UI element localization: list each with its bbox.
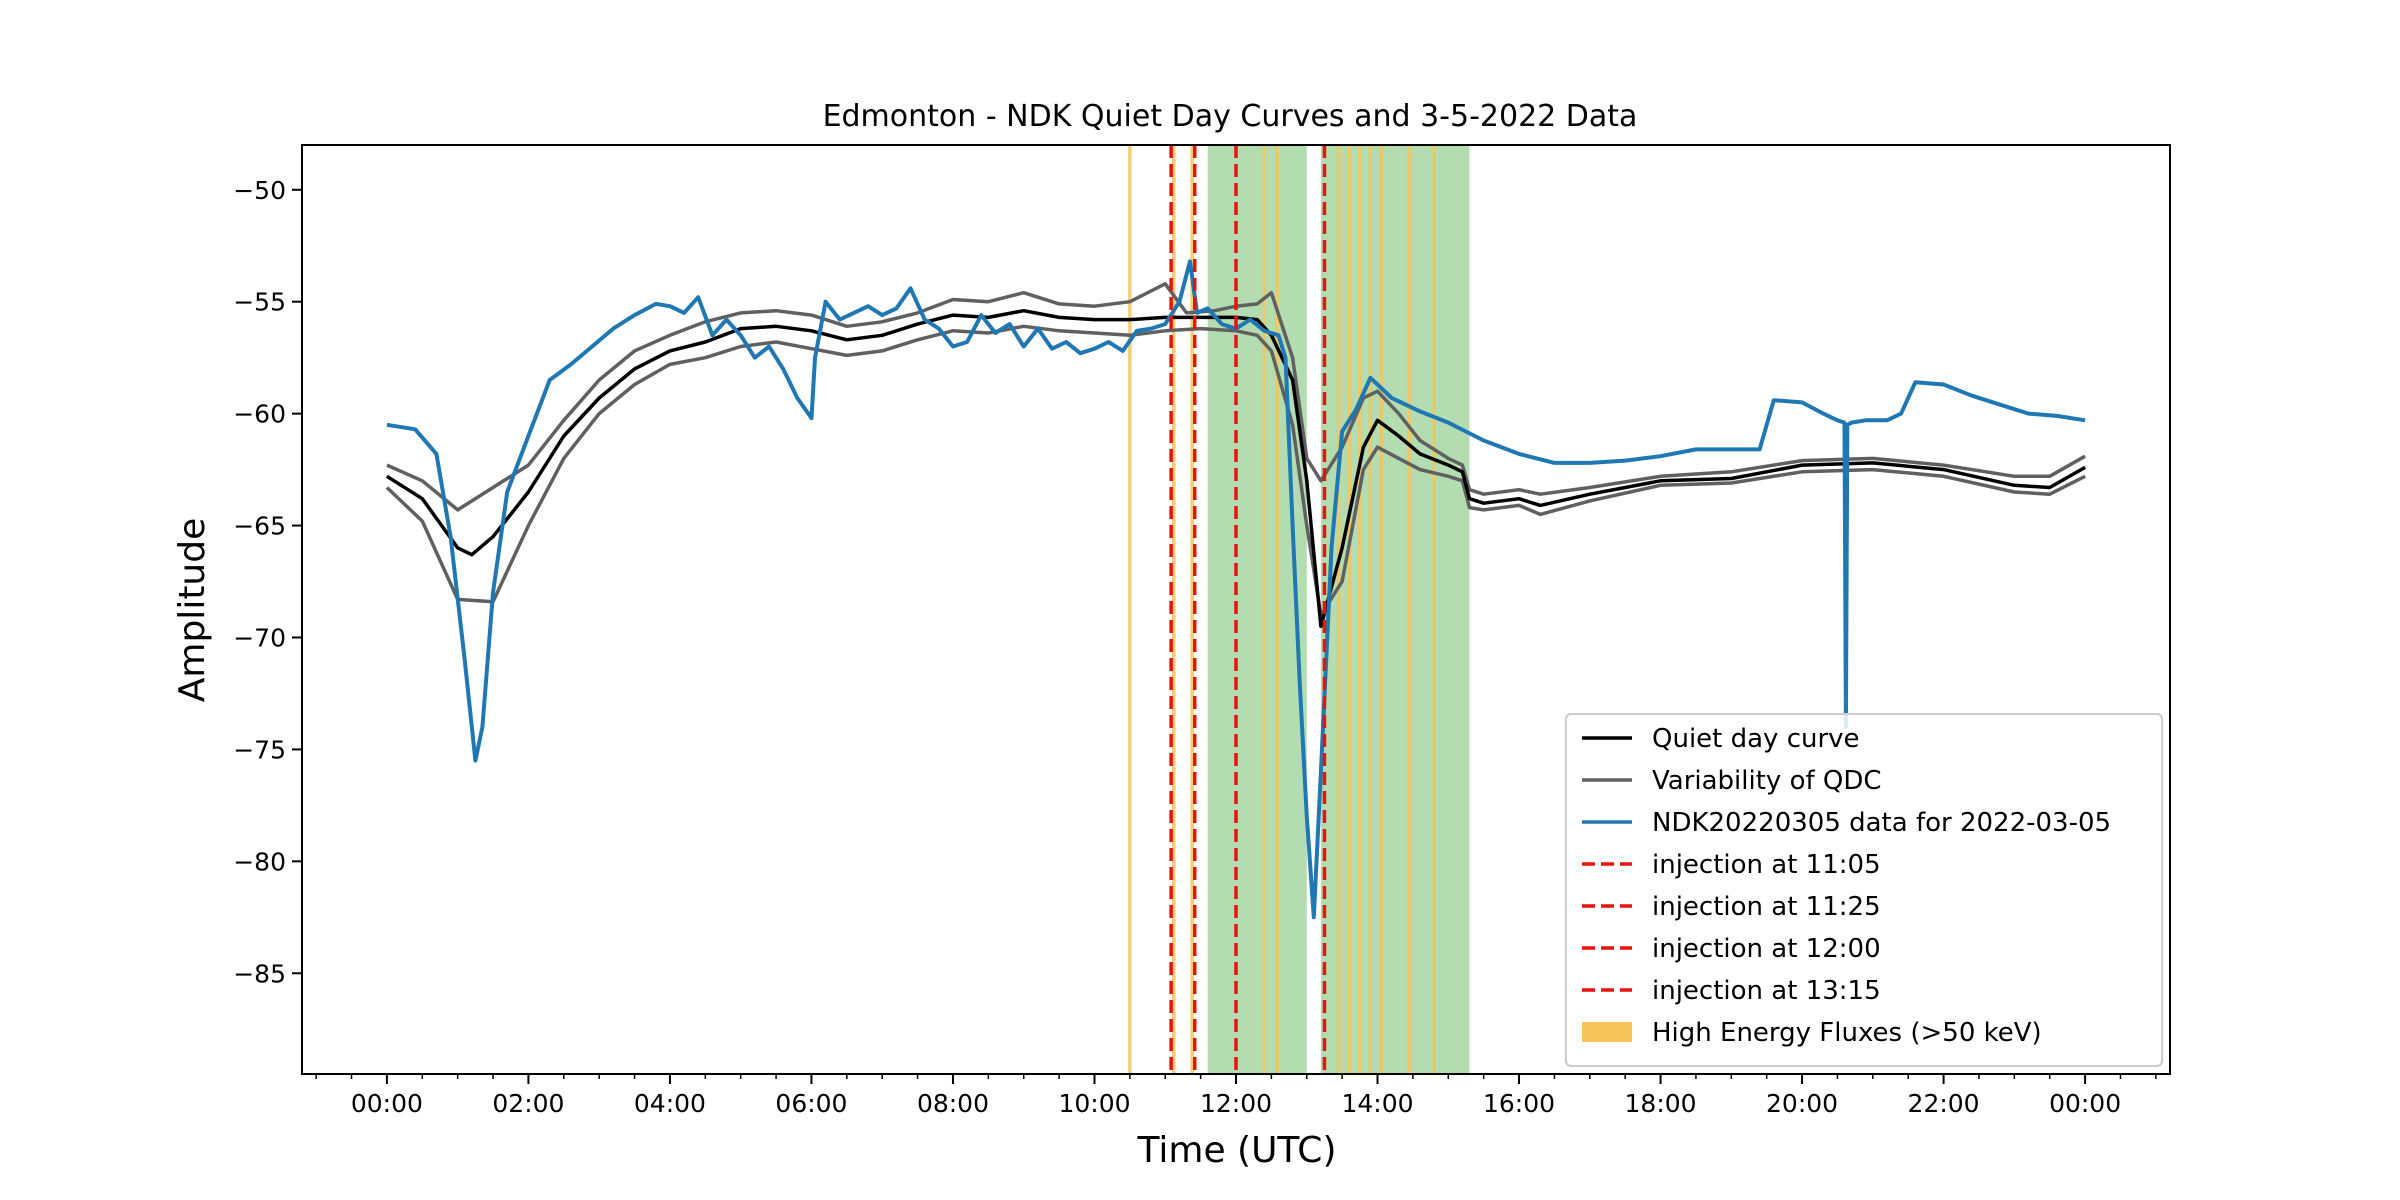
measured-data-line — [386, 259, 2086, 920]
x-tick-label: 22:00 — [1908, 1089, 1980, 1118]
y-tick-label: −80 — [233, 847, 286, 876]
chart-title: Edmonton - NDK Quiet Day Curves and 3-5-… — [823, 99, 1638, 134]
legend-label: Quiet day curve — [1652, 724, 1860, 754]
x-tick-label: 16:00 — [1483, 1089, 1555, 1118]
y-axis-title: Amplitude — [172, 518, 213, 702]
x-tick-label: 00:00 — [351, 1089, 423, 1118]
x-tick-label: 00:00 — [2049, 1089, 2121, 1118]
background-bands — [1128, 145, 1470, 1074]
x-tick-label: 12:00 — [1200, 1089, 1272, 1118]
y-tick-label: −70 — [233, 623, 286, 652]
y-tick-label: −85 — [233, 959, 286, 988]
x-tick-label: 14:00 — [1341, 1089, 1413, 1118]
series-layer — [385, 145, 2086, 1074]
y-tick-label: −55 — [233, 288, 286, 317]
legend-label: injection at 13:15 — [1652, 976, 1881, 1006]
y-tick-label: −60 — [233, 400, 286, 429]
y-tick-label: −65 — [233, 512, 286, 541]
x-tick-label: 20:00 — [1766, 1089, 1838, 1118]
x-tick-label: 06:00 — [775, 1089, 847, 1118]
legend-label: injection at 11:25 — [1652, 892, 1881, 922]
legend-label: High Energy Fluxes (>50 keV) — [1652, 1018, 2042, 1048]
x-tick-label: 10:00 — [1058, 1089, 1130, 1118]
legend-swatch — [1582, 1022, 1632, 1042]
legend-label: NDK20220305 data for 2022-03-05 — [1652, 808, 2111, 838]
axes-layer: 00:00 02:00 04:00 06:00 08:00 10:00 12:00 14:00… — [233, 144, 2171, 1118]
x-axis-title: Time (UTC) — [1136, 1130, 1336, 1171]
y-tick-label: −75 — [233, 735, 286, 764]
x-tick-label: 02:00 — [492, 1089, 564, 1118]
x-tick-label: 04:00 — [634, 1089, 706, 1118]
variability-lower-line — [385, 324, 2086, 617]
legend-label: Variability of QDC — [1652, 766, 1882, 796]
green-band — [1207, 145, 1307, 1074]
legend-label: injection at 11:05 — [1652, 850, 1881, 880]
x-tick-label: 18:00 — [1625, 1089, 1697, 1118]
x-tick-label: 08:00 — [917, 1089, 989, 1118]
legend-box — [1565, 713, 2163, 1067]
green-band — [1320, 145, 1470, 1074]
y-tick-label: −50 — [233, 176, 286, 205]
legend: Quiet day curve Variability of QDC NDK2022… — [1565, 713, 2163, 1067]
legend-label: injection at 12:00 — [1652, 934, 1881, 964]
